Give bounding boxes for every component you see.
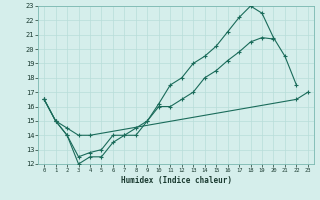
X-axis label: Humidex (Indice chaleur): Humidex (Indice chaleur): [121, 176, 231, 185]
